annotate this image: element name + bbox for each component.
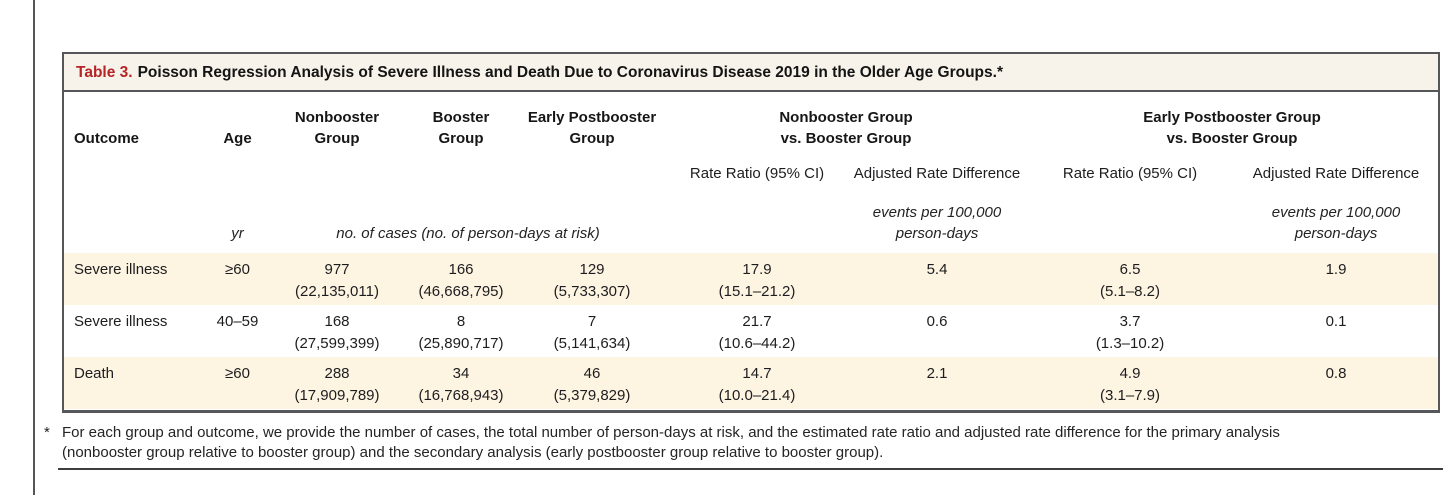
cell-booster-cases: 166 (46,668,795) (418, 261, 504, 300)
cell-age: ≥60 (225, 261, 250, 279)
cell-rate-ratio-early: 4.9 (3.1–7.9) (1099, 365, 1161, 404)
cell-adjusted-rate-difference-early: 0.8 (1325, 365, 1347, 383)
cell-nonbooster-cases: 288 (17,909,789) (294, 365, 380, 404)
table-footnote: * For each group and outcome, we provide… (44, 423, 1440, 462)
col-header-early-postbooster-group: Early Postbooster Group (527, 108, 657, 148)
col-header-outcome: Outcome (74, 130, 140, 148)
cell-rate-ratio-nonbooster: 14.7 (10.0–21.4) (718, 365, 796, 404)
table-row-death-60plus: Death ≥60 288 (17,909,789) 34 (16,768,94… (64, 357, 1439, 410)
col-header-age: Age (223, 130, 252, 148)
subheader-rate-ratio-nonbooster: Rate Ratio (95% CI) (689, 165, 825, 183)
footnote-text: For each group and outcome, we provide t… (62, 424, 1280, 461)
units-events-nonbooster: events per 100,000 person-days (872, 203, 1002, 243)
cell-rate-ratio-early: 6.5 (5.1–8.2) (1099, 261, 1161, 300)
cell-outcome: Severe illness (74, 313, 168, 331)
cell-outcome: Death (74, 365, 115, 383)
cell-early-postbooster-cases: 129 (5,733,307) (553, 261, 631, 300)
cell-rate-ratio-nonbooster: 21.7 (10.6–44.2) (718, 313, 796, 352)
bottom-divider-rule (58, 468, 1443, 470)
units-events-early: events per 100,000 person-days (1271, 203, 1401, 243)
cell-nonbooster-cases: 168 (27,599,399) (294, 313, 380, 352)
cell-booster-cases: 8 (25,890,717) (418, 313, 504, 352)
table-row-severe-illness-40-59: Severe illness 40–59 168 (27,599,399) 8 … (64, 305, 1438, 357)
units-spacer-rr1 (666, 195, 848, 253)
units-spacer-outcome (64, 195, 205, 253)
cell-age: ≥60 (225, 365, 250, 383)
table3-card: Table 3. Poisson Regression Analysis of S… (62, 52, 1440, 413)
table-title-bar: Table 3. Poisson Regression Analysis of S… (64, 54, 1438, 93)
cell-rate-ratio-nonbooster: 17.9 (15.1–21.2) (718, 261, 796, 300)
subheader-rate-ratio-early: Rate Ratio (95% CI) (1062, 165, 1198, 183)
cell-nonbooster-cases: 977 (22,135,011) (295, 261, 379, 300)
subheader-adjusted-rate-difference-nonbooster: Adjusted Rate Difference (853, 165, 1021, 183)
header-row-groups: Outcome Age Nonbooster Group Booster Gro… (64, 92, 1438, 152)
cell-outcome: Severe illness (74, 261, 168, 279)
cell-adjusted-rate-difference-early: 1.9 (1325, 261, 1347, 279)
cell-booster-cases: 34 (16,768,943) (418, 365, 504, 404)
col-header-nonbooster-group: Nonbooster Group (294, 108, 380, 148)
units-spacer-rr2 (1026, 195, 1234, 253)
span-header-early-postbooster-vs-booster: Early Postbooster Group vs. Booster Grou… (1143, 108, 1321, 148)
table-label: Table 3. (76, 64, 133, 81)
units-age: yr (231, 225, 244, 243)
poisson-regression-table: Outcome Age Nonbooster Group Booster Gro… (64, 92, 1439, 410)
table-title: Poisson Regression Analysis of Severe Il… (137, 64, 1003, 81)
header-row-units: yr no. of cases (no. of person-days at r… (64, 195, 1438, 253)
units-cases: no. of cases (no. of person-days at risk… (336, 225, 600, 243)
cell-adjusted-rate-difference-nonbooster: 0.6 (926, 313, 948, 331)
table-row-severe-illness-60plus: Severe illness ≥60 977 (22,135,011) 166 … (64, 253, 1439, 306)
header-row-measures: Rate Ratio (95% CI) Adjusted Rate Differ… (64, 152, 1438, 195)
cell-adjusted-rate-difference-nonbooster: 2.1 (926, 365, 948, 383)
cell-rate-ratio-early: 3.7 (1.3–10.2) (1095, 313, 1165, 352)
span-header-nonbooster-vs-booster: Nonbooster Group vs. Booster Group (779, 108, 913, 148)
cell-adjusted-rate-difference-early: 0.1 (1325, 313, 1347, 331)
col-header-booster-group: Booster Group (432, 108, 490, 148)
footnote-asterisk: * (44, 424, 50, 441)
cell-early-postbooster-cases: 46 (5,379,829) (553, 365, 631, 404)
cell-early-postbooster-cases: 7 (5,141,634) (553, 313, 631, 352)
cell-age: 40–59 (216, 313, 259, 331)
header-spacer (64, 152, 666, 195)
cell-adjusted-rate-difference-nonbooster: 5.4 (926, 261, 948, 279)
page-edge-rule (33, 0, 35, 495)
subheader-adjusted-rate-difference-early: Adjusted Rate Difference (1252, 165, 1420, 183)
